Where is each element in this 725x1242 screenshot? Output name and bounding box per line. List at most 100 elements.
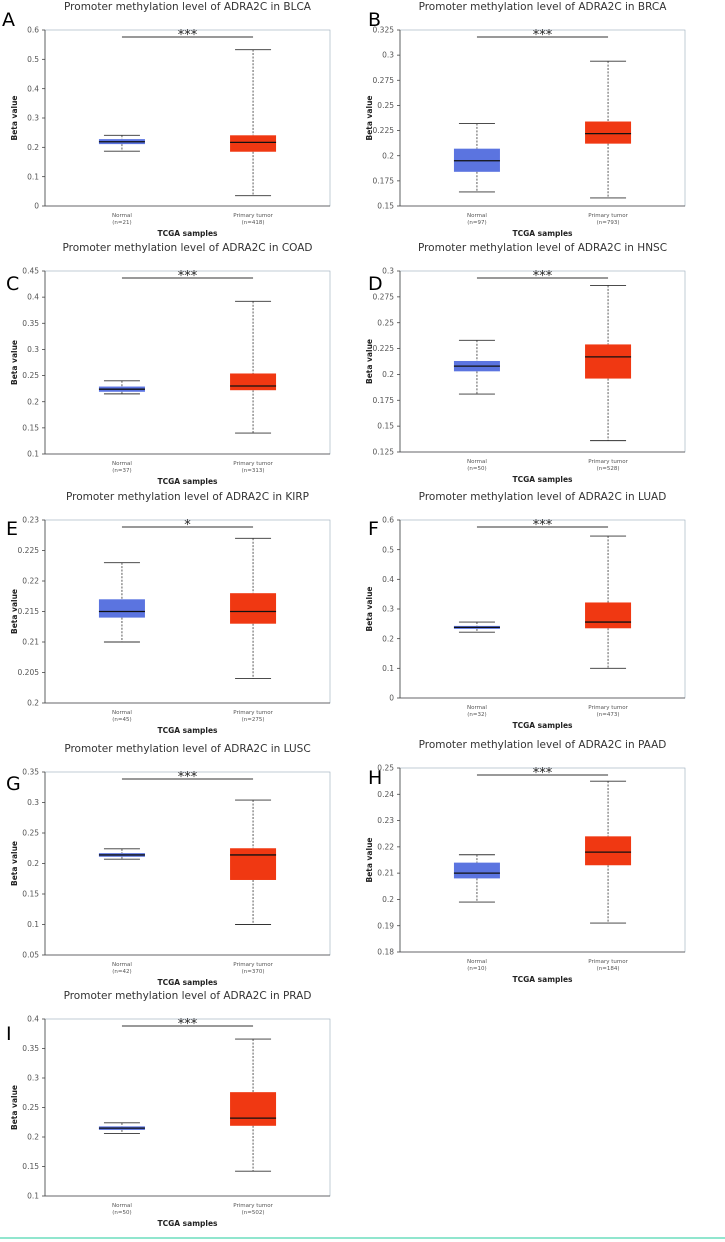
category-label: Normal	[112, 461, 132, 467]
plot-frame	[399, 767, 686, 953]
y-tick-label: 0.1	[27, 450, 39, 459]
y-tick-label: 0.3	[27, 345, 39, 354]
panel-letter: A	[2, 9, 15, 31]
y-tick-label: 0.1	[27, 920, 39, 929]
tumor-box	[230, 373, 277, 391]
significance-stars: ***	[178, 269, 198, 284]
y-tick-label: 0.3	[27, 798, 39, 807]
significance-stars: ***	[533, 28, 553, 43]
y-axis-label: Beta value	[10, 841, 19, 886]
y-tick-label: 0.1	[27, 172, 39, 181]
y-tick-label: 0.6	[382, 516, 394, 525]
panel-letter: F	[368, 518, 379, 540]
x-axis-label: TCGA samples	[512, 721, 573, 730]
y-tick-label: 0.25	[22, 829, 39, 838]
sample-count-label: (n=275)	[242, 717, 265, 723]
y-axis-label: Beta value	[10, 1085, 19, 1130]
significance-stars: ***	[533, 518, 553, 533]
chart-title: Promoter methylation level of ADRA2C in …	[419, 1, 668, 13]
panel-letter: H	[368, 767, 382, 789]
y-tick-label: 0.15	[377, 202, 394, 211]
y-tick-label: 0.175	[373, 396, 395, 405]
tumor-box	[230, 848, 277, 880]
tumor-box	[585, 602, 632, 629]
tumor-box	[585, 836, 632, 866]
y-tick-label: 0.225	[373, 344, 395, 353]
sample-count-label: (n=793)	[597, 220, 620, 226]
category-label: Primary tumor	[233, 710, 273, 716]
chart-title: Promoter methylation level of ADRA2C in …	[419, 491, 667, 503]
y-tick-label: 0.225	[373, 126, 395, 135]
y-axis-label: Beta value	[365, 586, 374, 631]
significance-stars: ***	[178, 1017, 198, 1032]
y-tick-label: 0.05	[22, 951, 39, 960]
y-tick-label: 0.3	[382, 267, 394, 276]
y-axis-label: Beta value	[10, 589, 19, 634]
y-tick-label: 0.2	[27, 699, 39, 708]
y-tick-label: 0.2	[382, 151, 394, 160]
plot-frame	[399, 270, 686, 453]
panel-letter: D	[368, 273, 383, 295]
y-tick-label: 0.1	[382, 664, 394, 673]
category-label: Primary tumor	[233, 1203, 273, 1209]
tumor-box	[585, 344, 632, 379]
category-label: Normal	[112, 710, 132, 716]
category-label: Normal	[112, 213, 132, 219]
x-axis-label: TCGA samples	[157, 726, 218, 735]
y-tick-label: 0.325	[373, 26, 395, 35]
plot-frame	[44, 29, 331, 207]
y-tick-label: 0.15	[22, 890, 39, 899]
y-tick-label: 0.2	[27, 397, 39, 406]
sample-count-label: (n=97)	[467, 220, 486, 226]
y-tick-label: 0.5	[27, 55, 39, 64]
y-tick-label: 0.3	[27, 1074, 39, 1083]
significance-stars: *	[184, 518, 191, 533]
plot-frame	[44, 270, 331, 455]
chart-panel-a: A Promoter methylation level of ADRA2C in…	[2, 1, 331, 238]
sample-count-label: (n=502)	[242, 1210, 265, 1216]
category-label: Primary tumor	[588, 705, 628, 711]
plot-frame	[44, 519, 331, 704]
sample-count-label: (n=10)	[467, 966, 486, 972]
y-tick-label: 0.21	[377, 869, 394, 878]
y-tick-label: 0.2	[382, 370, 394, 379]
y-tick-label: 0.3	[382, 51, 394, 60]
chart-title: Promoter methylation level of ADRA2C in …	[419, 739, 667, 751]
y-tick-label: 0.4	[27, 84, 39, 93]
y-tick-label: 0.275	[373, 292, 395, 301]
y-axis-label: Beta value	[365, 339, 374, 384]
y-axis-label: Beta value	[10, 95, 19, 140]
y-tick-label: 0.3	[27, 114, 39, 123]
sample-count-label: (n=184)	[597, 966, 620, 972]
y-tick-label: 0.4	[27, 293, 39, 302]
category-label: Primary tumor	[588, 459, 628, 465]
y-tick-label: 0.35	[22, 319, 39, 328]
sample-count-label: (n=528)	[597, 466, 620, 472]
x-axis-label: TCGA samples	[512, 475, 573, 484]
significance-stars: ***	[178, 28, 198, 43]
x-axis-label: TCGA samples	[157, 978, 218, 987]
category-label: Normal	[467, 213, 487, 219]
category-label: Normal	[112, 1203, 132, 1209]
tumor-box	[230, 1092, 277, 1126]
significance-stars: ***	[178, 770, 198, 785]
x-axis-label: TCGA samples	[157, 1219, 218, 1228]
y-tick-label: 0.5	[382, 545, 394, 554]
sample-count-label: (n=473)	[597, 712, 620, 718]
tumor-box	[230, 593, 277, 624]
y-tick-label: 0.23	[377, 816, 394, 825]
panel-letter: G	[6, 773, 21, 795]
panel-letter: B	[368, 9, 381, 31]
y-tick-label: 0	[389, 694, 394, 703]
chart-title: Promoter methylation level of ADRA2C in …	[64, 1, 312, 13]
y-tick-label: 0.15	[22, 423, 39, 432]
y-tick-label: 0.15	[22, 1162, 39, 1171]
y-tick-label: 0.2	[382, 895, 394, 904]
normal-box	[453, 862, 500, 879]
chart-title: Promoter methylation level of ADRA2C in …	[64, 743, 310, 755]
y-axis-label: Beta value	[365, 837, 374, 882]
chart-panel-d: D Promoter methylation level of ADRA2C in…	[365, 242, 686, 484]
tumor-box	[230, 135, 277, 152]
y-tick-label: 0.4	[382, 575, 394, 584]
